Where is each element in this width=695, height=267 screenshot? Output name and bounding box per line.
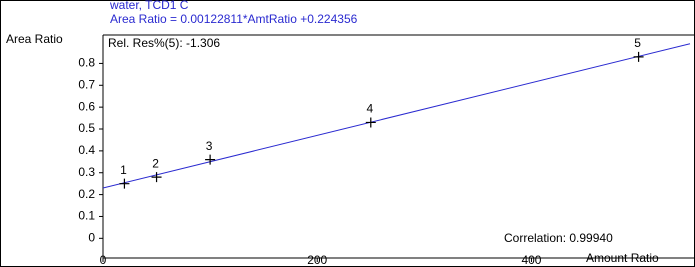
point	[151, 172, 162, 183]
point-label: 3	[206, 139, 213, 153]
rel-res: Rel. Res%(5): -1.306	[108, 36, 220, 50]
fit-line	[102, 43, 691, 189]
y-tick-label: 0.8	[78, 56, 95, 70]
x-tick-label: 0	[100, 253, 107, 267]
y-tick-label: 0.6	[78, 99, 95, 113]
point-label: 1	[120, 163, 127, 177]
point	[365, 117, 376, 128]
x-tick-label: 400	[521, 253, 541, 267]
y-tick-label: 0	[88, 230, 95, 244]
point	[633, 51, 644, 62]
x-tick-label: 200	[307, 253, 327, 267]
y-axis-label: Area Ratio	[6, 32, 63, 46]
chart-title: water, TCD1 C	[109, 0, 189, 12]
point	[205, 154, 216, 165]
y-tick-label: 0.1	[78, 209, 95, 223]
equation: Area Ratio = 0.00122811*AmtRatio +0.2243…	[110, 12, 358, 26]
point-label: 5	[634, 36, 641, 50]
y-tick-label: 0.2	[78, 187, 95, 201]
correlation: Correlation: 0.99940	[504, 231, 613, 245]
y-tick-label: 0.7	[78, 77, 95, 91]
y-tick-label: 0.5	[78, 121, 95, 135]
y-tick-label: 0.3	[78, 165, 95, 179]
point-label: 4	[366, 102, 373, 116]
y-tick-label: 0.4	[78, 143, 95, 157]
point	[119, 178, 130, 189]
point-label: 2	[152, 156, 159, 170]
